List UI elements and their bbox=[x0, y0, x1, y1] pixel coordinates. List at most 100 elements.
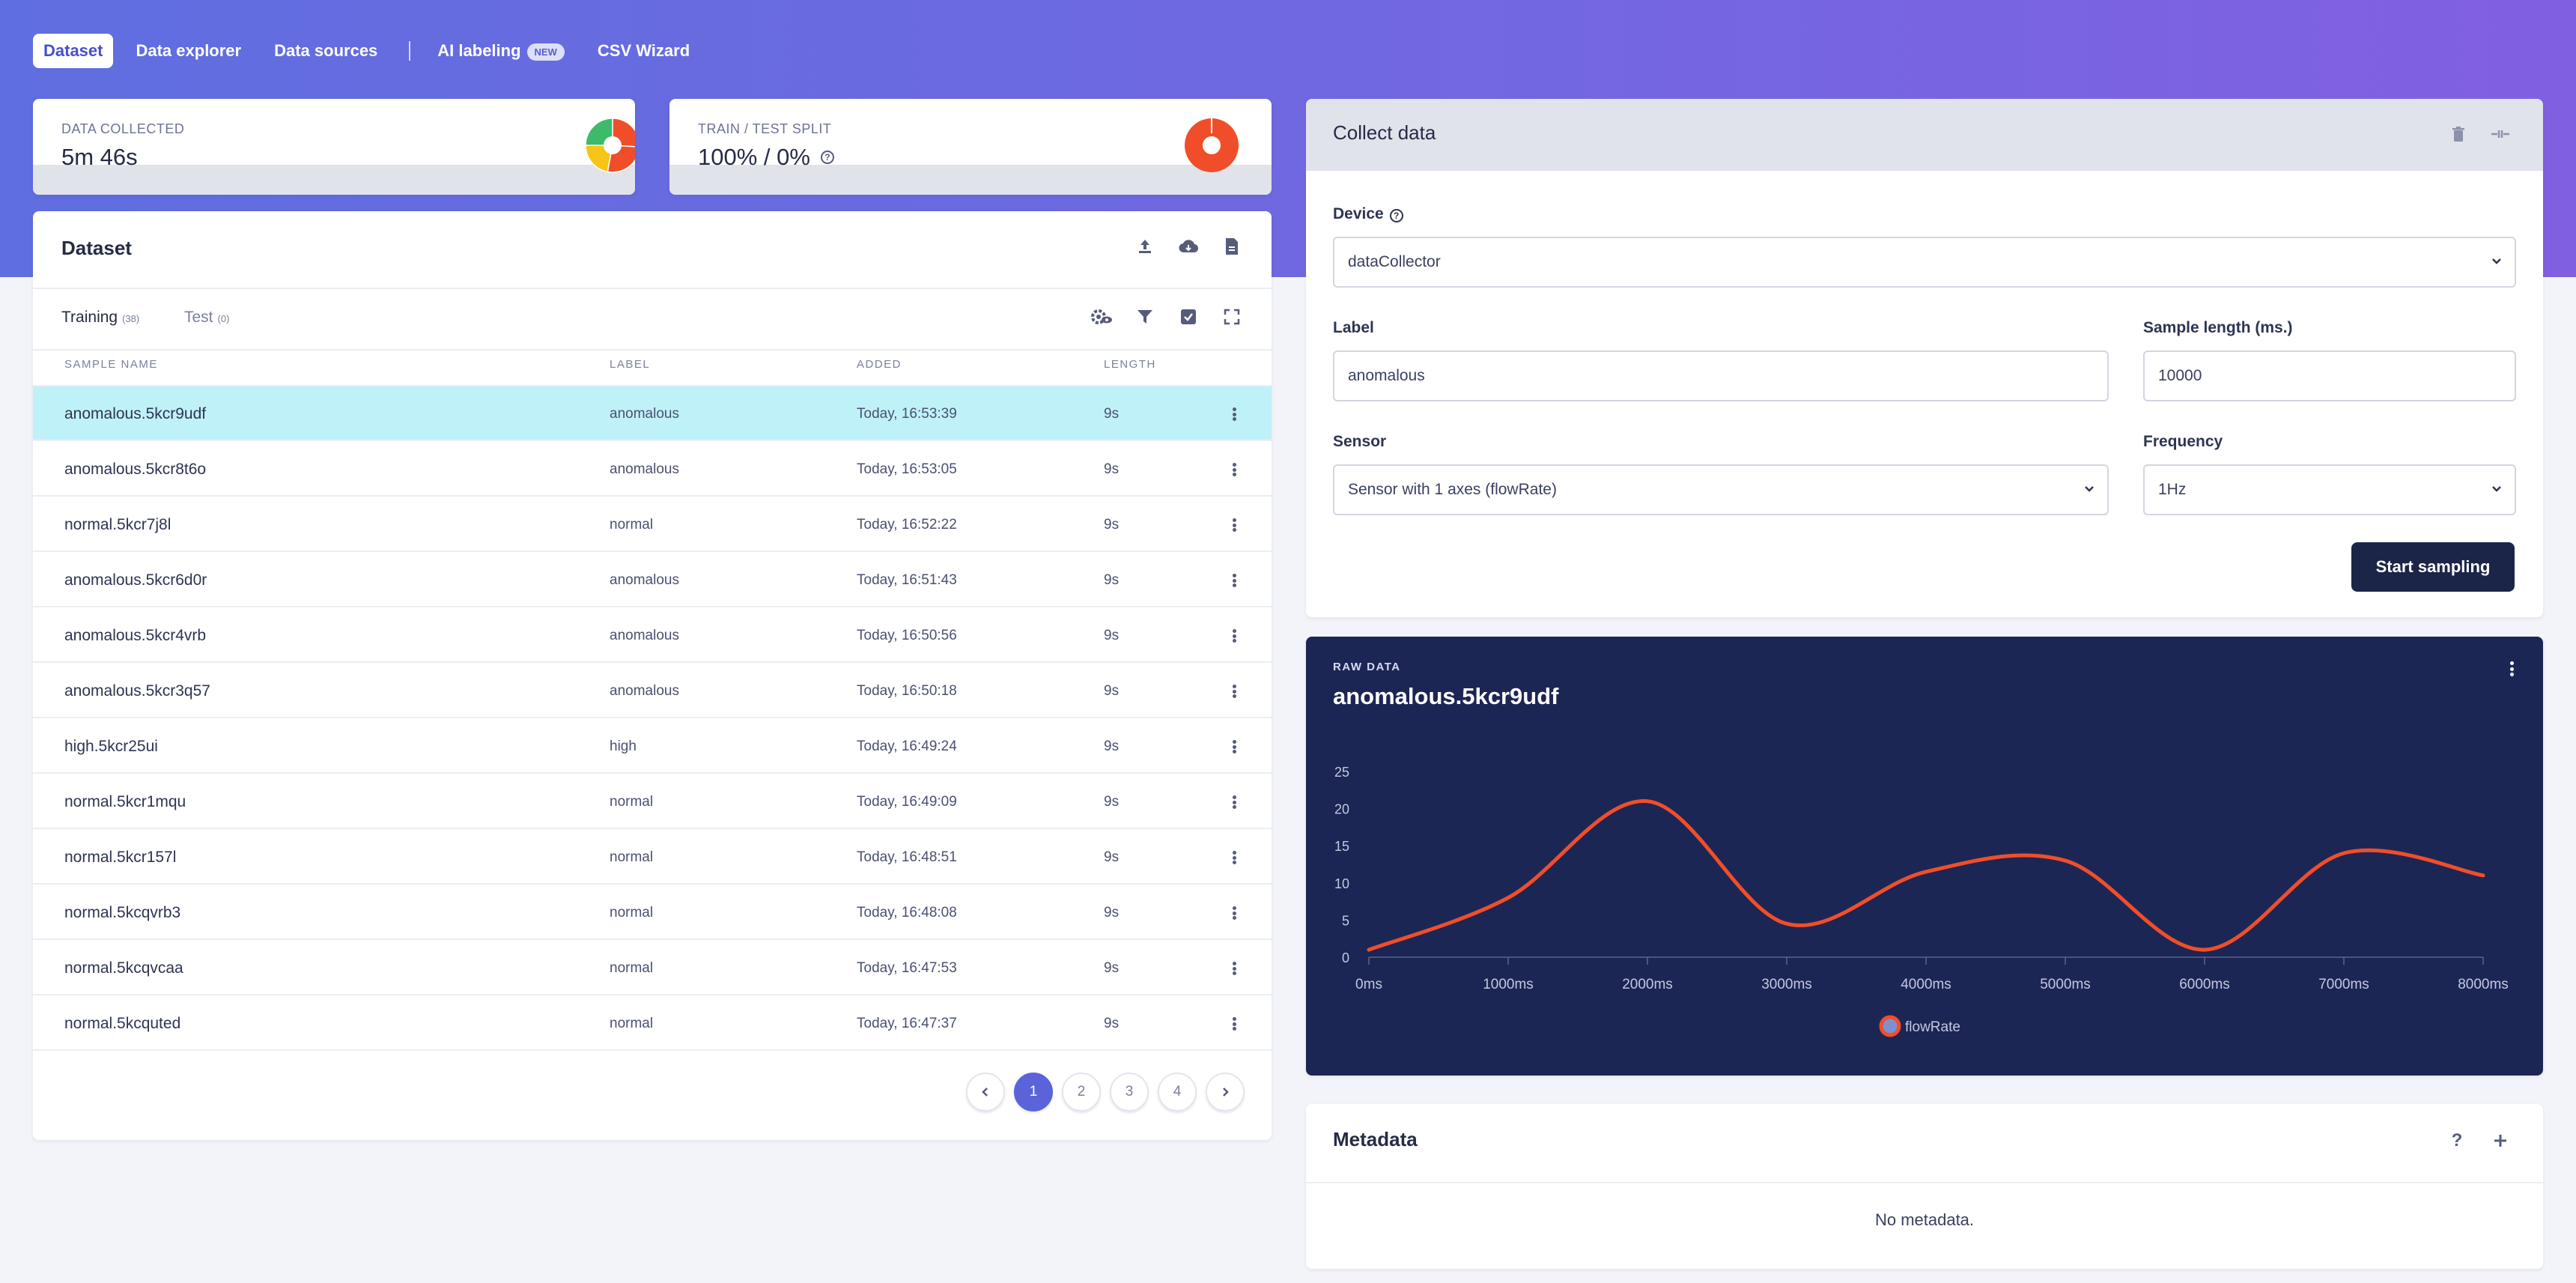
collect-data-card: Collect data Device? dataCollector Label… bbox=[1306, 99, 2543, 617]
frequency-select[interactable]: 1Hz bbox=[2143, 464, 2516, 515]
filter-icon[interactable] bbox=[1132, 304, 1158, 330]
chevron-down-icon bbox=[2492, 486, 2501, 492]
sample-label: anomalous bbox=[610, 406, 679, 422]
nav-tab-ai-labeling-label: AI labeling bbox=[437, 41, 521, 60]
help-icon[interactable]: ? bbox=[820, 151, 834, 164]
collect-data-header bbox=[1306, 99, 2543, 171]
x-tick-label: 8000ms bbox=[2458, 977, 2509, 992]
donut-slice-3 bbox=[585, 145, 613, 173]
start-sampling-button[interactable]: Start sampling bbox=[2351, 542, 2515, 592]
x-tick-label: 5000ms bbox=[2040, 977, 2091, 992]
nav-tab-data-sources[interactable]: Data sources bbox=[274, 41, 378, 60]
prev-page-button[interactable] bbox=[966, 1073, 1005, 1111]
dataset-card: Dataset Training (38) Test (0) SAMPLE NAME… bbox=[33, 211, 1272, 1140]
train-test-split-card: TRAIN / TEST SPLIT 100% / 0%? bbox=[669, 99, 1272, 195]
page-button-2[interactable]: 2 bbox=[1062, 1073, 1101, 1111]
sample-label: normal bbox=[610, 1016, 654, 1031]
table-row[interactable]: normal.5kcr7j8l normal Today, 16:52:22 9s bbox=[33, 497, 1272, 552]
visibility-settings-icon[interactable] bbox=[1089, 304, 1114, 330]
sample-name: anomalous.5kcr4vrb bbox=[64, 627, 207, 644]
metadata-title: Metadata bbox=[1333, 1128, 1418, 1150]
y-tick-label: 0 bbox=[1342, 950, 1349, 965]
expand-icon[interactable] bbox=[1219, 304, 1245, 330]
row-menu-icon[interactable] bbox=[1227, 903, 1242, 923]
collect-data-title: Collect data bbox=[1333, 121, 1436, 144]
nav-divider bbox=[409, 41, 411, 61]
sample-added: Today, 16:47:37 bbox=[857, 1016, 957, 1031]
device-select-value: dataCollector bbox=[1348, 253, 1441, 270]
select-checkbox-icon[interactable] bbox=[1176, 304, 1201, 330]
sample-added: Today, 16:51:43 bbox=[857, 572, 957, 588]
page-button-4[interactable]: 4 bbox=[1158, 1073, 1197, 1111]
column-header-sample-name[interactable]: SAMPLE NAME bbox=[64, 358, 158, 371]
train-test-split-label: TRAIN / TEST SPLIT bbox=[698, 121, 832, 136]
row-menu-icon[interactable] bbox=[1227, 460, 1242, 479]
column-header-added[interactable]: ADDED bbox=[857, 358, 902, 371]
row-menu-icon[interactable] bbox=[1227, 959, 1242, 978]
page-button-1[interactable]: 1 bbox=[1014, 1073, 1053, 1111]
tab-training[interactable]: Training (38) bbox=[61, 309, 139, 327]
table-row[interactable]: normal.5kcr1mqu normal Today, 16:49:09 9s bbox=[33, 774, 1272, 829]
raw-data-label: RAW DATA bbox=[1333, 661, 1401, 673]
row-menu-icon[interactable] bbox=[1227, 792, 1242, 812]
help-icon[interactable]: ? bbox=[2451, 1130, 2463, 1150]
card-band bbox=[669, 165, 1272, 195]
device-label-text: Device bbox=[1333, 205, 1384, 222]
trash-icon[interactable] bbox=[2446, 121, 2471, 147]
help-icon[interactable]: ? bbox=[1389, 209, 1403, 222]
sample-added: Today, 16:52:22 bbox=[857, 517, 957, 533]
row-menu-icon[interactable] bbox=[1227, 515, 1242, 535]
connect-device-icon[interactable] bbox=[2488, 121, 2513, 147]
divider bbox=[33, 288, 1272, 289]
table-row[interactable]: anomalous.5kcr4vrb anomalous Today, 16:50:… bbox=[33, 608, 1272, 663]
table-row[interactable]: normal.5kcqvcaa normal Today, 16:47:53 9s bbox=[33, 941, 1272, 995]
column-header-length[interactable]: LENGTH bbox=[1104, 358, 1156, 371]
page-button-3[interactable]: 3 bbox=[1110, 1073, 1149, 1111]
sample-length: 9s bbox=[1104, 461, 1120, 477]
tab-test[interactable]: Test (0) bbox=[184, 309, 229, 327]
metadata-empty-text: No metadata. bbox=[1874, 1210, 1975, 1229]
table-row[interactable]: normal.5kcr157l normal Today, 16:48:51 9s bbox=[33, 830, 1272, 885]
table-row[interactable]: anomalous.5kcr8t6o anomalous Today, 16:53:… bbox=[33, 442, 1272, 497]
table-row[interactable]: high.5kcr25ui high Today, 16:49:24 9s bbox=[33, 719, 1272, 774]
device-select[interactable]: dataCollector bbox=[1333, 237, 2516, 288]
nav-tab-dataset[interactable]: Dataset bbox=[33, 34, 114, 68]
row-menu-icon[interactable] bbox=[1227, 1014, 1242, 1034]
table-row[interactable]: anomalous.5kcr3q57 anomalous Today, 16:50:… bbox=[33, 664, 1272, 718]
y-tick-label: 25 bbox=[1334, 765, 1349, 780]
cloud-download-icon[interactable] bbox=[1176, 234, 1201, 259]
legend-marker[interactable] bbox=[1879, 1015, 1901, 1037]
add-icon[interactable] bbox=[2488, 1128, 2513, 1153]
divider bbox=[1306, 1182, 2543, 1183]
row-menu-icon[interactable] bbox=[1227, 848, 1242, 867]
row-menu-icon[interactable] bbox=[1227, 626, 1242, 646]
divider bbox=[33, 349, 1272, 351]
sample-name: high.5kcr25ui bbox=[64, 738, 158, 755]
row-menu-icon[interactable] bbox=[1227, 737, 1242, 756]
sample-length-input[interactable]: 10000 bbox=[2143, 351, 2516, 401]
sample-added: Today, 16:47:53 bbox=[857, 960, 957, 976]
column-header-label[interactable]: LABEL bbox=[610, 358, 651, 371]
sample-name: anomalous.5kcr6d0r bbox=[64, 571, 207, 589]
legend-label[interactable]: flowRate bbox=[1905, 1019, 1960, 1035]
document-icon[interactable] bbox=[1219, 234, 1245, 259]
x-tick-label: 1000ms bbox=[1483, 977, 1534, 992]
sample-added: Today, 16:53:05 bbox=[857, 461, 957, 477]
sensor-select[interactable]: Sensor with 1 axes (flowRate) bbox=[1333, 464, 2109, 515]
x-tick-label: 3000ms bbox=[1761, 977, 1812, 992]
table-row[interactable]: normal.5kcqvrb3 normal Today, 16:48:08 9s bbox=[33, 885, 1272, 940]
row-menu-icon[interactable] bbox=[1227, 682, 1242, 701]
label-input[interactable]: anomalous bbox=[1333, 351, 2109, 401]
row-menu-icon[interactable] bbox=[1227, 571, 1242, 590]
upload-icon[interactable] bbox=[1132, 234, 1158, 259]
nav-tab-ai-labeling[interactable]: AI labeling NEW bbox=[427, 34, 575, 68]
table-row[interactable]: anomalous.5kcr9udf anomalous Today, 16:53:… bbox=[33, 386, 1272, 441]
row-menu-icon[interactable] bbox=[1227, 404, 1242, 424]
nav-tab-data-explorer[interactable]: Data explorer bbox=[136, 41, 242, 60]
next-page-button[interactable] bbox=[1206, 1073, 1245, 1111]
chart-menu-icon[interactable] bbox=[2504, 659, 2519, 679]
table-row[interactable]: normal.5kcquted normal Today, 16:47:37 9s bbox=[33, 996, 1272, 1051]
x-tick-label: 0ms bbox=[1355, 977, 1382, 992]
table-row[interactable]: anomalous.5kcr6d0r anomalous Today, 16:51:… bbox=[33, 553, 1272, 607]
nav-tab-csv-wizard[interactable]: CSV Wizard bbox=[597, 41, 690, 60]
